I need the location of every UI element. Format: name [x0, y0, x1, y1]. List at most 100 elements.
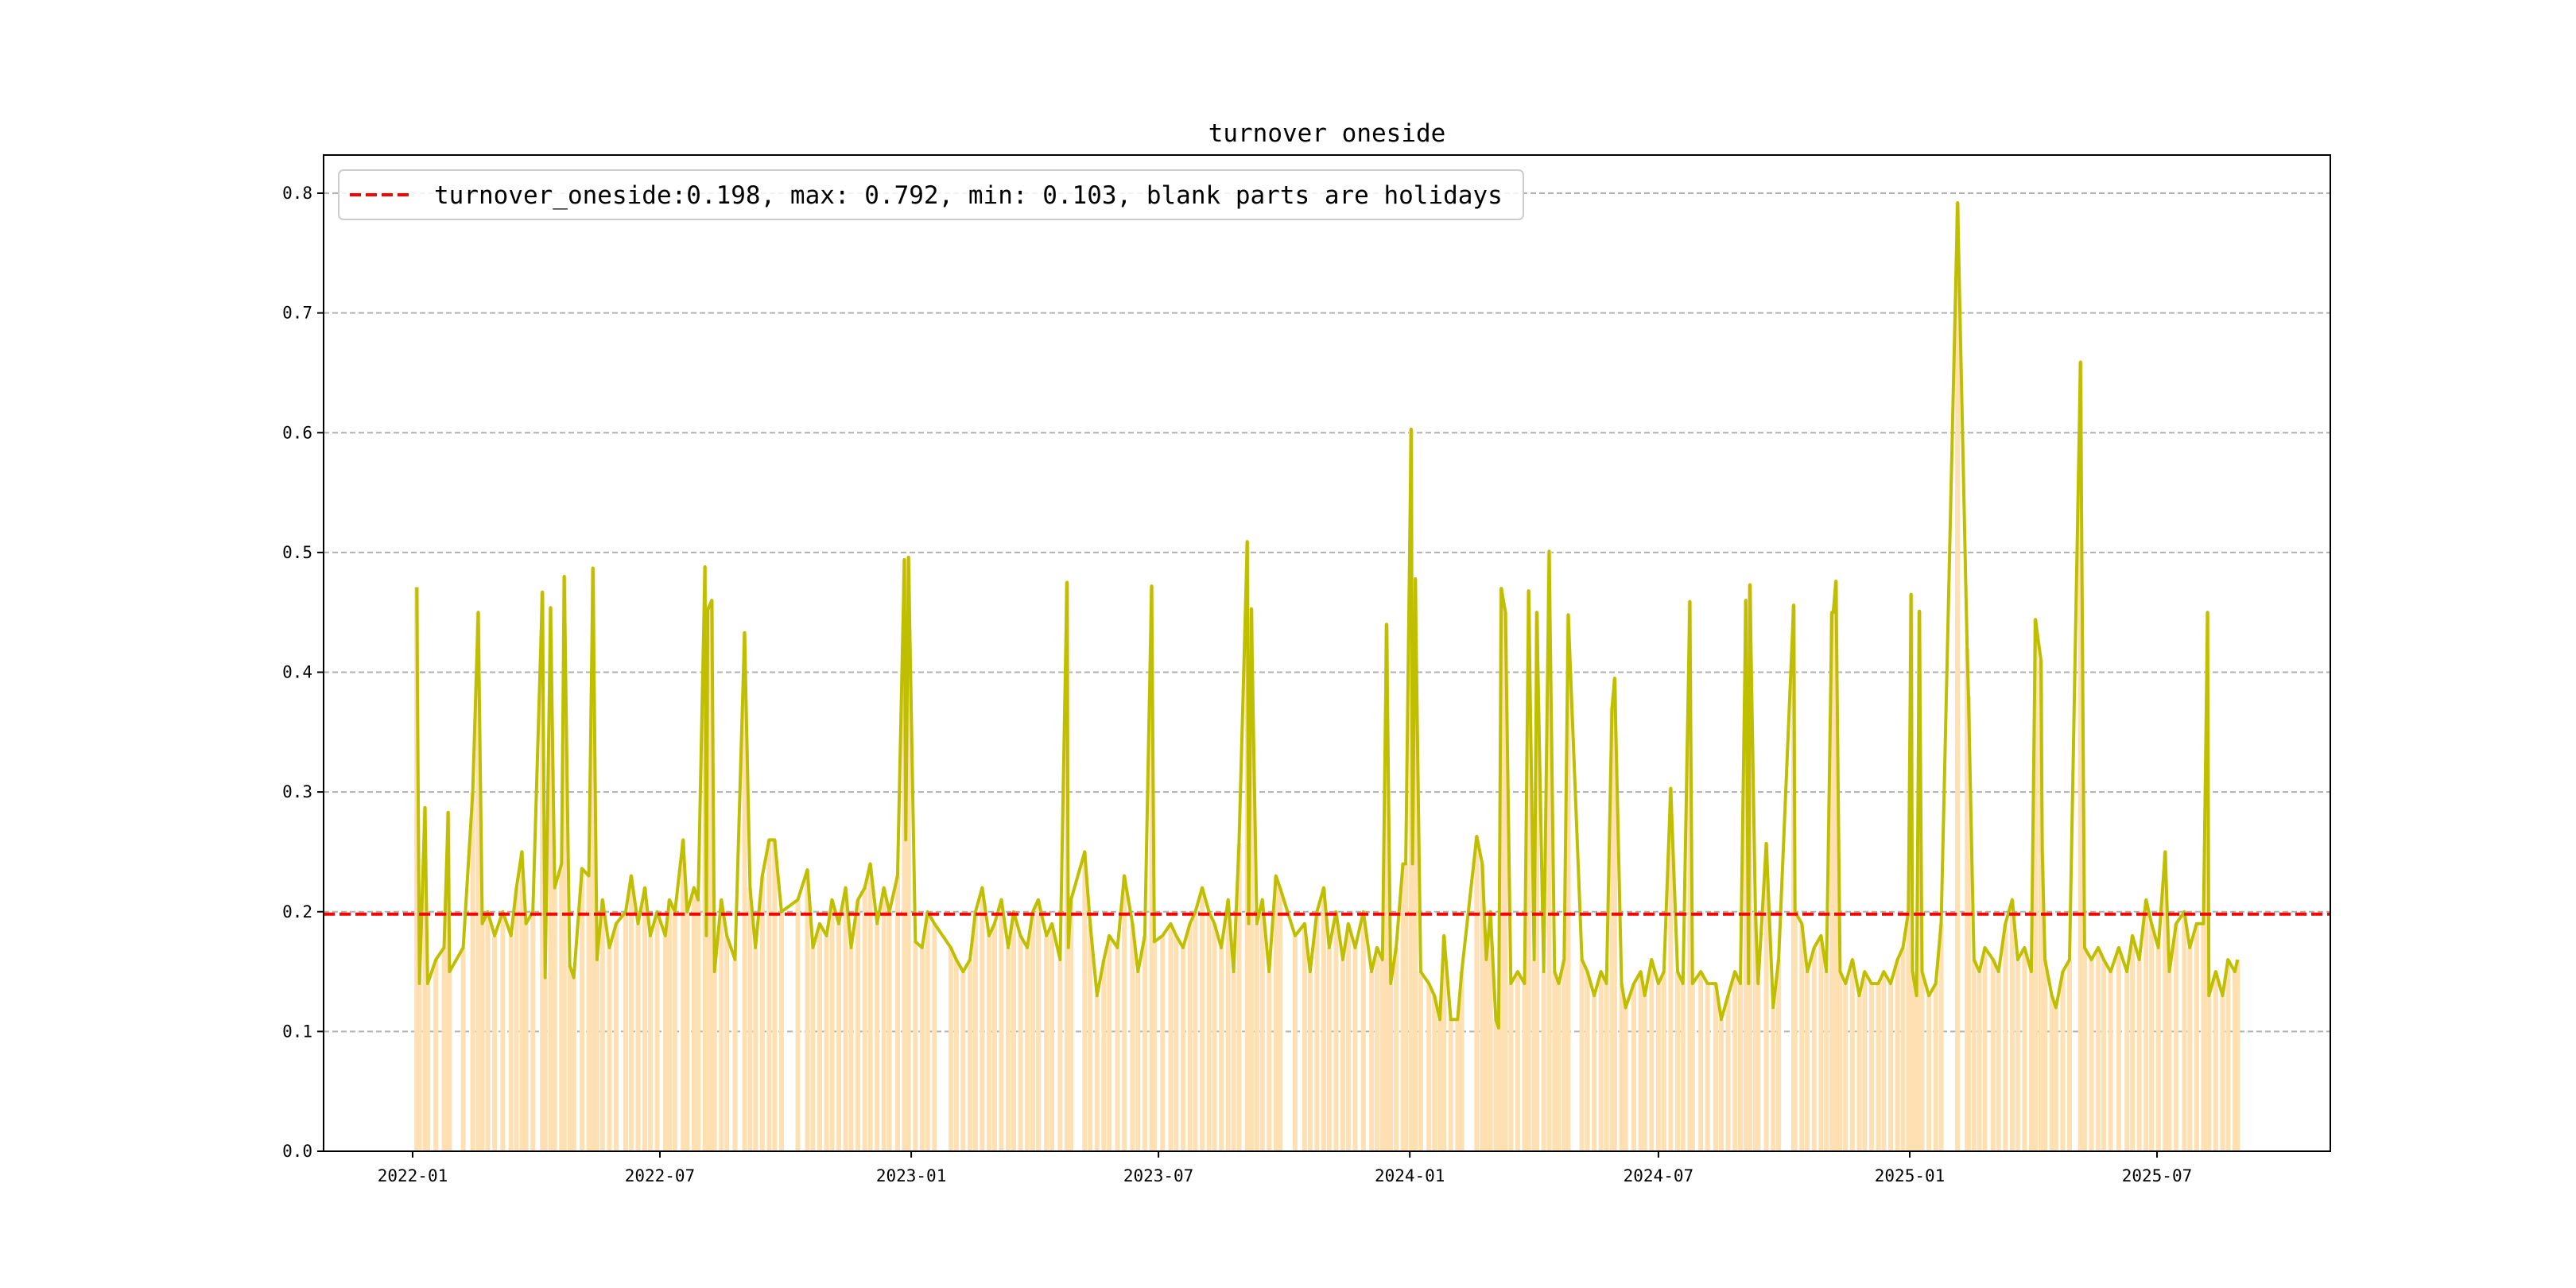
bar [1833, 581, 1839, 1151]
bar [1604, 983, 1609, 1151]
y-tick-label: 0.8 [282, 184, 312, 203]
bar [867, 863, 873, 1151]
bar [1562, 960, 1567, 1151]
bar [1638, 972, 1643, 1151]
bar [2130, 935, 2136, 1151]
bar [1115, 947, 1120, 1151]
bar [662, 935, 668, 1151]
bar [607, 947, 612, 1151]
bar [672, 911, 677, 1151]
bar [766, 840, 772, 1151]
bar [2089, 960, 2094, 1151]
bar [561, 576, 567, 1151]
bar [523, 923, 529, 1151]
bar [1122, 875, 1127, 1151]
bar [1088, 923, 1093, 1151]
bar [1649, 960, 1655, 1151]
bar [1508, 983, 1514, 1151]
y-tick-label: 0.5 [282, 543, 312, 562]
x-axis: 2022-01 2022-07 2023-01 2023-07 2024-01 2024-… [378, 1151, 2192, 1185]
bar [2225, 960, 2231, 1151]
bar [1018, 935, 1023, 1151]
bar [508, 935, 514, 1151]
bar [913, 941, 918, 1151]
bar [1426, 983, 1432, 1151]
y-axis: 0.0 0.1 0.2 0.3 0.4 0.5 0.6 0.7 0.8 [282, 184, 324, 1161]
bar [1698, 972, 1704, 1151]
plot-frame [323, 154, 2331, 1152]
bar [1025, 947, 1030, 1151]
bar [1982, 947, 1988, 1151]
bar [475, 612, 481, 1151]
bar [1307, 972, 1313, 1151]
bar [2043, 960, 2048, 1151]
bar [1849, 960, 1855, 1151]
bar [2220, 995, 2225, 1151]
bar [848, 947, 854, 1151]
bar [2182, 911, 2187, 1151]
bar [1585, 972, 1590, 1151]
bar [2124, 972, 2130, 1151]
bar [1713, 983, 1719, 1151]
bar [691, 887, 696, 1151]
bar [441, 947, 447, 1151]
bar [1314, 911, 1320, 1151]
bar [855, 899, 861, 1151]
bar [1837, 972, 1843, 1151]
bar [1441, 935, 1447, 1151]
bar [1225, 899, 1231, 1151]
bar [599, 899, 605, 1151]
bar [1410, 863, 1415, 1151]
bar [732, 960, 738, 1151]
bar [843, 887, 848, 1151]
bar [1623, 1007, 1628, 1151]
bar [980, 887, 985, 1151]
bar [1432, 995, 1437, 1151]
bar [1725, 995, 1731, 1151]
bar [2206, 995, 2212, 1151]
bar [681, 840, 686, 1151]
bar [2136, 960, 2142, 1151]
bar [594, 960, 599, 1151]
bar [1200, 887, 1205, 1151]
bar [1642, 995, 1647, 1151]
bar [696, 899, 701, 1151]
bar [1160, 935, 1166, 1151]
y-tick-label: 0.4 [282, 663, 312, 682]
bar [1277, 887, 1282, 1151]
bar [1843, 983, 1849, 1151]
bar [642, 887, 648, 1151]
bar [1400, 863, 1406, 1151]
bar [1236, 843, 1242, 1151]
bar [1374, 947, 1379, 1151]
x-tick-label: 2025-01 [1875, 1166, 1946, 1185]
bar [2053, 1007, 2058, 1151]
bar [1926, 995, 1932, 1151]
bar [1868, 983, 1874, 1151]
y-tick-label: 0.2 [282, 902, 312, 921]
bar [805, 870, 810, 1151]
bar [2003, 923, 2008, 1151]
bar [724, 935, 730, 1151]
y-tick-label: 0.0 [282, 1142, 312, 1161]
bar [1206, 911, 1212, 1151]
bar [2235, 960, 2240, 1151]
bar [635, 923, 641, 1151]
bar [500, 911, 506, 1151]
bar [1057, 960, 1063, 1151]
y-tick-label: 0.3 [282, 782, 312, 801]
bar [1565, 615, 1571, 1151]
bar [1938, 923, 1944, 1151]
bar [1531, 960, 1537, 1151]
bar [967, 960, 972, 1151]
bar [1830, 612, 1836, 1151]
bar [2077, 362, 2083, 1152]
bar [1579, 960, 1585, 1151]
bar [1044, 935, 1049, 1151]
bar [1687, 601, 1693, 1151]
bar [1690, 983, 1695, 1151]
bar [1069, 899, 1074, 1151]
bar [1515, 972, 1520, 1151]
bar [552, 887, 557, 1151]
bar [1914, 995, 1919, 1151]
